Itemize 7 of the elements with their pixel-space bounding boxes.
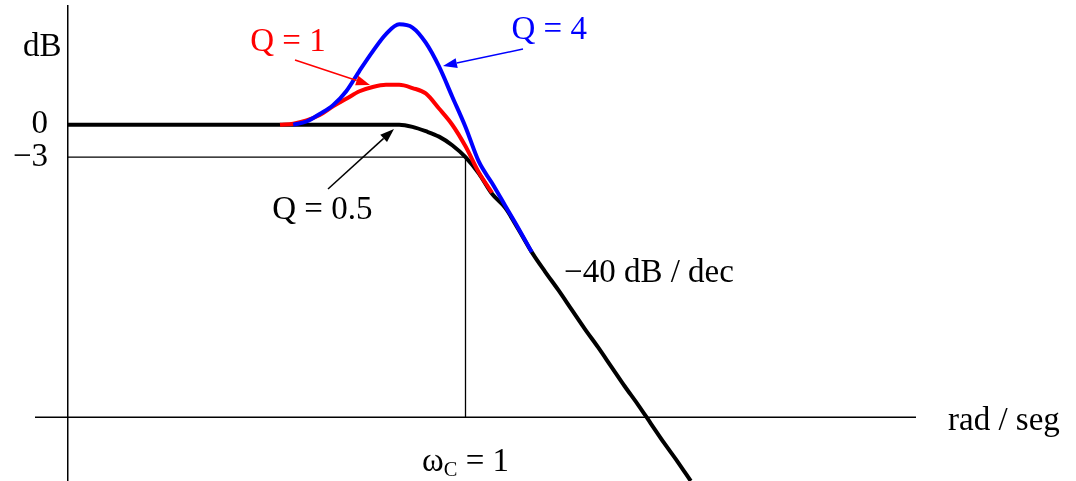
annotation: −40 dB / dec — [564, 253, 734, 290]
x-tick-label: ω$_{C}$ = 1 — [422, 442, 509, 481]
series-label: Q = 1 — [250, 21, 326, 58]
text: Q = 4 — [511, 10, 587, 47]
y-axis-title: dB — [23, 27, 62, 63]
legend-label: Q = 0.5 — [272, 189, 373, 226]
x-axis-title: rad / seg — [948, 401, 1060, 438]
